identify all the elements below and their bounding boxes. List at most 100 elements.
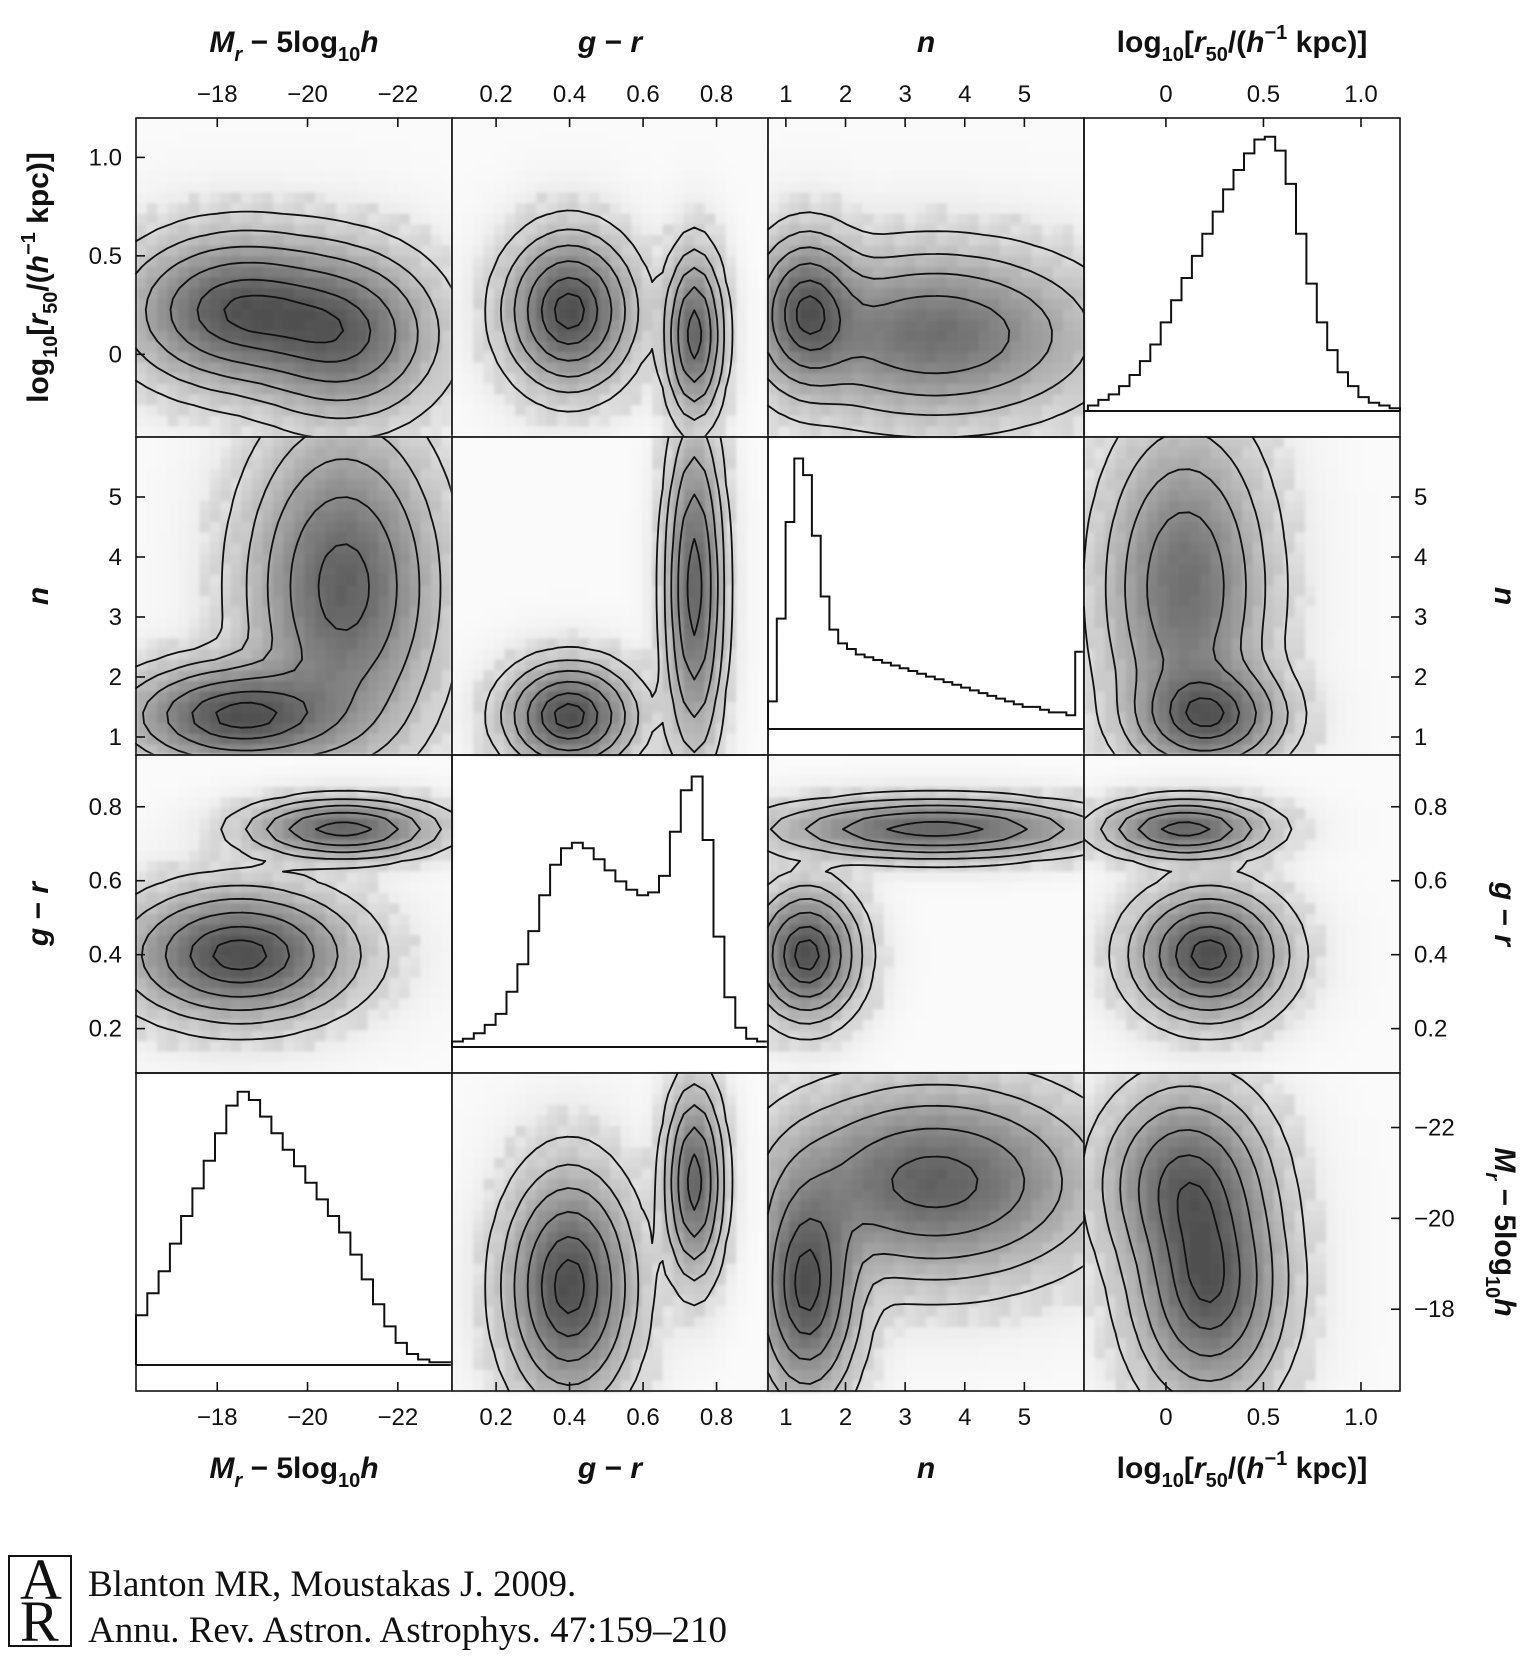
contours-gr-vs-r50	[1083, 789, 1310, 1041]
panel-grid	[135, 117, 1401, 1392]
density-map-Mr-vs-r50	[1084, 1073, 1401, 1392]
contours-r50-vs-gr	[484, 209, 734, 438]
tick-label-gr: 0.6	[89, 868, 122, 895]
tick-label-gr: 0.8	[700, 1404, 733, 1431]
contours-Mr-vs-n	[767, 1072, 1085, 1392]
contour-level	[500, 436, 726, 756]
contour-level	[767, 230, 1085, 416]
tick-label-n: 2	[839, 81, 852, 108]
tick-label-gr: 0.4	[553, 1404, 586, 1431]
tick-label-Mr: −18	[197, 1404, 238, 1431]
tick-label-r50: 1.0	[1344, 1404, 1377, 1431]
contours-Mr-vs-r50	[1083, 1072, 1309, 1392]
contours-n-vs-gr	[484, 436, 734, 756]
contour-level	[526, 1126, 712, 1363]
panel-n-vs-Mr	[135, 436, 453, 756]
right-axis-label-Mr: Mr − 5log10h	[1481, 1147, 1521, 1316]
contour-level	[215, 701, 278, 729]
contour-level	[1137, 1129, 1258, 1358]
panel-Mr-vs-r50	[1083, 1072, 1401, 1392]
panel-gr-vs-gr	[451, 754, 769, 1074]
tick-label-gr: 0.6	[1414, 868, 1447, 895]
contour-level	[1100, 798, 1291, 1025]
panel-frame	[451, 754, 769, 1074]
panel-frame	[1083, 1072, 1401, 1392]
contour-level	[135, 436, 442, 756]
tick-label-gr: 0.2	[89, 1016, 122, 1043]
tick-label-r50: 1.0	[89, 144, 122, 171]
contour-level	[767, 1083, 1085, 1392]
contours-r50-vs-Mr	[135, 210, 453, 438]
tick-label-n: 2	[1414, 664, 1427, 691]
contours-gr-vs-n	[767, 789, 1085, 1041]
contour-level	[513, 244, 719, 403]
left-axis-label-r50: log10[r50/(h−1 kpc)]	[18, 152, 62, 403]
panel-r50-vs-gr	[451, 117, 769, 438]
density-map-gr-vs-Mr	[136, 755, 453, 1074]
contour-level	[540, 538, 703, 740]
tick-label-n: 4	[1414, 544, 1427, 571]
tick-label-r50: 0	[109, 341, 122, 368]
contour-level	[223, 294, 344, 344]
tick-label-r50: 0.5	[1247, 81, 1280, 108]
histogram-n	[767, 457, 1085, 729]
contours-gr-vs-Mr	[135, 789, 453, 1041]
panel-Mr-vs-Mr	[135, 1072, 453, 1392]
bottom-axis-label-r50: log10[r50/(h−1 kpc)]	[1117, 1448, 1368, 1492]
contour-level	[1104, 436, 1289, 756]
tick-label-gr: 0.4	[1414, 942, 1447, 969]
tick-label-Mr: −22	[377, 81, 418, 108]
tick-label-n: 4	[109, 544, 122, 571]
contour-level	[526, 260, 712, 383]
contour-level	[1119, 1106, 1274, 1382]
contour-level	[500, 228, 725, 421]
histogram-gr	[451, 775, 769, 1047]
density-map-n-vs-Mr	[136, 437, 453, 756]
contour-level	[142, 458, 421, 756]
tick-label-Mr: −18	[197, 81, 238, 108]
contour-level	[212, 939, 268, 971]
contour-level	[196, 278, 372, 363]
tick-label-n: 5	[1018, 1404, 1031, 1431]
tick-label-n: 1	[109, 724, 122, 751]
density-map-r50-vs-gr	[452, 118, 769, 438]
tick-label-gr: 0.6	[626, 1404, 659, 1431]
tick-label-r50: 0.5	[89, 243, 122, 270]
tick-label-n: 2	[839, 1404, 852, 1431]
tick-label-gr: 0.2	[479, 81, 512, 108]
density-map-r50-vs-n	[768, 118, 1085, 438]
panel-frame	[1083, 117, 1401, 438]
contour-level	[783, 820, 984, 984]
contour-level	[513, 1104, 719, 1386]
contours-r50-vs-n	[767, 211, 1085, 438]
contour-level	[135, 229, 440, 420]
contour-level	[767, 804, 1065, 1012]
contour-level	[164, 811, 399, 998]
contour-level	[1083, 1072, 1309, 1392]
contour-level	[135, 798, 442, 1025]
contour-level	[1137, 811, 1260, 998]
contour-level	[1157, 1154, 1241, 1331]
panel-r50-vs-Mr	[135, 117, 453, 438]
contour-level	[169, 261, 397, 383]
tick-label-Mr: −22	[377, 1404, 418, 1431]
tick-label-n: 1	[1414, 724, 1427, 751]
citation-line-2: Annu. Rev. Astron. Astrophys. 47:159–210	[88, 1610, 727, 1651]
panel-gr-vs-n	[767, 754, 1085, 1074]
contour-level	[1176, 1181, 1225, 1304]
tick-label-gr: 0.8	[89, 794, 122, 821]
contours-n-vs-r50	[1083, 436, 1308, 756]
contour-level	[484, 436, 734, 756]
contour-level	[144, 245, 419, 402]
tick-label-gr: 0.6	[626, 81, 659, 108]
contour-level	[140, 804, 422, 1012]
bottom-axis-label-Mr: Mr − 5log10h	[209, 1452, 378, 1492]
contour-level	[540, 1153, 703, 1338]
contour-level	[1190, 939, 1228, 971]
contour-level	[784, 279, 842, 352]
contours-Mr-vs-gr	[484, 1072, 734, 1392]
tick-label-r50: 1.0	[1344, 81, 1377, 108]
contour-level	[767, 1104, 1063, 1385]
tick-label-r50: 0	[1159, 1404, 1172, 1431]
tick-label-n: 5	[1414, 484, 1427, 511]
